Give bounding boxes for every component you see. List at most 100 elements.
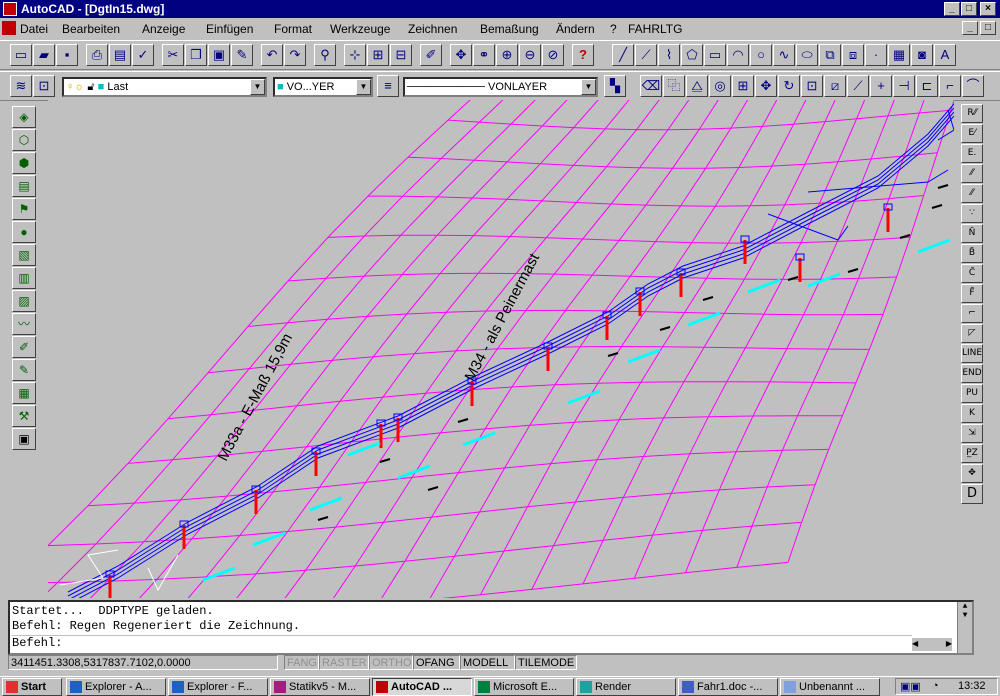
stack-icon[interactable]: ▥ xyxy=(12,267,36,289)
chevron-down-icon[interactable]: ▼ xyxy=(581,79,596,95)
preview-icon[interactable]: ▤ xyxy=(109,44,131,66)
minimize-button[interactable]: _ xyxy=(944,2,960,16)
osnap-node-icon[interactable]: ∵ xyxy=(961,204,983,223)
save-icon[interactable]: ▪ xyxy=(56,44,78,66)
osnap-e-icon[interactable]: E⁄ xyxy=(961,124,983,143)
terrain-icon[interactable]: ⬢ xyxy=(12,152,36,174)
insert-block-icon[interactable]: ⧉ xyxy=(819,44,841,66)
osnap-d-icon[interactable]: D xyxy=(961,484,983,504)
rotate-icon[interactable]: ↻ xyxy=(778,75,800,97)
menu-zeichnen[interactable]: Zeichnen xyxy=(408,22,458,36)
raster-toggle[interactable]: RASTER xyxy=(319,655,369,670)
pencil-icon[interactable]: ✐ xyxy=(12,336,36,358)
hyperlink-icon[interactable]: ⚲ xyxy=(314,44,336,66)
extend-icon[interactable]: ⊣ xyxy=(893,75,915,97)
scroll-up-icon[interactable]: ▲ xyxy=(962,602,968,611)
undo-icon[interactable]: ↶ xyxy=(261,44,283,66)
spline-icon[interactable]: ∿ xyxy=(773,44,795,66)
task-explorer-a[interactable]: Explorer - A... xyxy=(66,678,166,696)
task-render[interactable]: Render xyxy=(576,678,676,696)
copy-icon[interactable]: ❐ xyxy=(185,44,207,66)
open-icon[interactable]: ▰ xyxy=(33,44,55,66)
osnap-mid-icon[interactable]: ⁄⁄ xyxy=(961,184,983,203)
osnap-line-text-icon[interactable]: LINE xyxy=(961,344,983,363)
osnap-line-icon[interactable]: ⌐ xyxy=(961,304,983,323)
menu-bemassung[interactable]: Bemaßung xyxy=(480,22,539,36)
new-icon[interactable]: ▭ xyxy=(10,44,32,66)
scroll-right-icon[interactable]: ▶ xyxy=(945,640,952,649)
erase-icon[interactable]: ⌫ xyxy=(640,75,662,97)
stretch-icon[interactable]: ⧄ xyxy=(824,75,846,97)
polygon-icon[interactable]: ⬠ xyxy=(681,44,703,66)
doc-minimize-button[interactable]: _ xyxy=(962,21,978,35)
zoom-realtime-icon[interactable]: ⚭ xyxy=(473,44,495,66)
fang-toggle[interactable]: FANG xyxy=(284,655,319,670)
wave-icon[interactable]: 〰 xyxy=(12,313,36,335)
ucs-icon[interactable]: ⊟ xyxy=(390,44,412,66)
text-icon[interactable]: A xyxy=(934,44,956,66)
tracking-icon[interactable]: ⊞ xyxy=(367,44,389,66)
make-block-icon[interactable]: ⧈ xyxy=(842,44,864,66)
menu-format[interactable]: Format xyxy=(274,22,313,36)
command-prompt[interactable]: Befehl: xyxy=(12,635,912,650)
menu-aendern[interactable]: Ändern xyxy=(556,22,595,36)
paste-icon[interactable]: ▣ xyxy=(208,44,230,66)
arc-icon[interactable]: ◠ xyxy=(727,44,749,66)
task-explorer-f[interactable]: Explorer - F... xyxy=(168,678,268,696)
region-icon[interactable]: ◙ xyxy=(911,44,933,66)
layer-combo[interactable]: ♀☼ 🔓︎ ■ Last ▼ xyxy=(62,77,267,97)
array-icon[interactable]: ⊞ xyxy=(732,75,754,97)
match-properties-icon[interactable]: ✎ xyxy=(231,44,253,66)
start-button[interactable]: Start xyxy=(2,678,62,696)
menu-help[interactable]: ? xyxy=(610,22,617,36)
modell-toggle[interactable]: MODELL xyxy=(460,655,515,670)
chevron-down-icon[interactable]: ▼ xyxy=(250,79,265,95)
window-icon[interactable]: ▣ xyxy=(12,428,36,450)
spell-check-icon[interactable]: ✓ xyxy=(132,44,154,66)
maximize-button[interactable]: □ xyxy=(961,2,977,16)
copy-object-icon[interactable]: ⿻ xyxy=(663,75,685,97)
table-icon[interactable]: ▤ xyxy=(12,175,36,197)
point-icon[interactable]: · xyxy=(865,44,887,66)
color-combo[interactable]: ■ VO...YER ▼ xyxy=(273,77,373,97)
drawing-area[interactable]: M33a - E-Maß 15,9m M34 - als Peinermast xyxy=(48,100,954,598)
task-statikv5[interactable]: Statikv5 - M... xyxy=(270,678,370,696)
zoom-previous-icon[interactable]: ⊖ xyxy=(519,44,541,66)
print-icon[interactable]: ⎙ xyxy=(86,44,108,66)
scroll-left-icon[interactable]: ◀ xyxy=(912,640,919,649)
autocad-app-icon[interactable] xyxy=(3,2,17,16)
osnap-parallel-icon[interactable]: ⁄⁄ xyxy=(961,164,983,183)
osnap-f-icon[interactable]: F̄ xyxy=(961,284,983,303)
zoom-extents-icon[interactable]: ⊘ xyxy=(542,44,564,66)
pen-icon[interactable]: ✐ xyxy=(420,44,442,66)
fillet-icon[interactable]: ⌒ xyxy=(962,75,984,97)
xline-icon[interactable]: ⟋ xyxy=(635,44,657,66)
monitor-icon[interactable]: ▣▣ xyxy=(900,681,921,693)
chamfer-icon[interactable]: ⌐ xyxy=(939,75,961,97)
osnap-b-icon[interactable]: B̄ xyxy=(961,244,983,263)
layer-manager-icon[interactable]: ≋ xyxy=(10,75,32,97)
command-line[interactable]: Startet... DDPTYPE geladen. Befehl: Rege… xyxy=(8,600,974,655)
move-icon[interactable]: ✥ xyxy=(755,75,777,97)
document-icon[interactable] xyxy=(2,21,16,35)
cut-icon[interactable]: ✂ xyxy=(162,44,184,66)
tilemode-toggle[interactable]: TILEMODE xyxy=(515,655,577,670)
osnap-end-icon[interactable]: E. xyxy=(961,144,983,163)
chevron-down-icon[interactable]: ▼ xyxy=(356,79,371,95)
osnap-box-icon[interactable]: ◸ xyxy=(961,324,983,343)
osnap-near-icon[interactable]: N̄ xyxy=(961,224,983,243)
menu-anzeige[interactable]: Anzeige xyxy=(142,22,186,36)
menu-bearbeiten[interactable]: Bearbeiten xyxy=(62,22,121,36)
circle-icon[interactable]: ○ xyxy=(750,44,772,66)
task-unbenannt[interactable]: Unbenannt ... xyxy=(780,678,880,696)
mirror-icon[interactable]: ⧋ xyxy=(686,75,708,97)
profile-icon[interactable]: ⚑ xyxy=(12,198,36,220)
pan-icon[interactable]: ✥ xyxy=(450,44,472,66)
polyline-icon[interactable]: ⌇ xyxy=(658,44,680,66)
osnap-pu-icon[interactable]: PU xyxy=(961,384,983,403)
break-icon[interactable]: ⊏ xyxy=(916,75,938,97)
line-icon[interactable]: ╱ xyxy=(612,44,634,66)
ortho-toggle[interactable]: ORTHO xyxy=(369,655,413,670)
hatch-icon[interactable]: ▦ xyxy=(888,44,910,66)
